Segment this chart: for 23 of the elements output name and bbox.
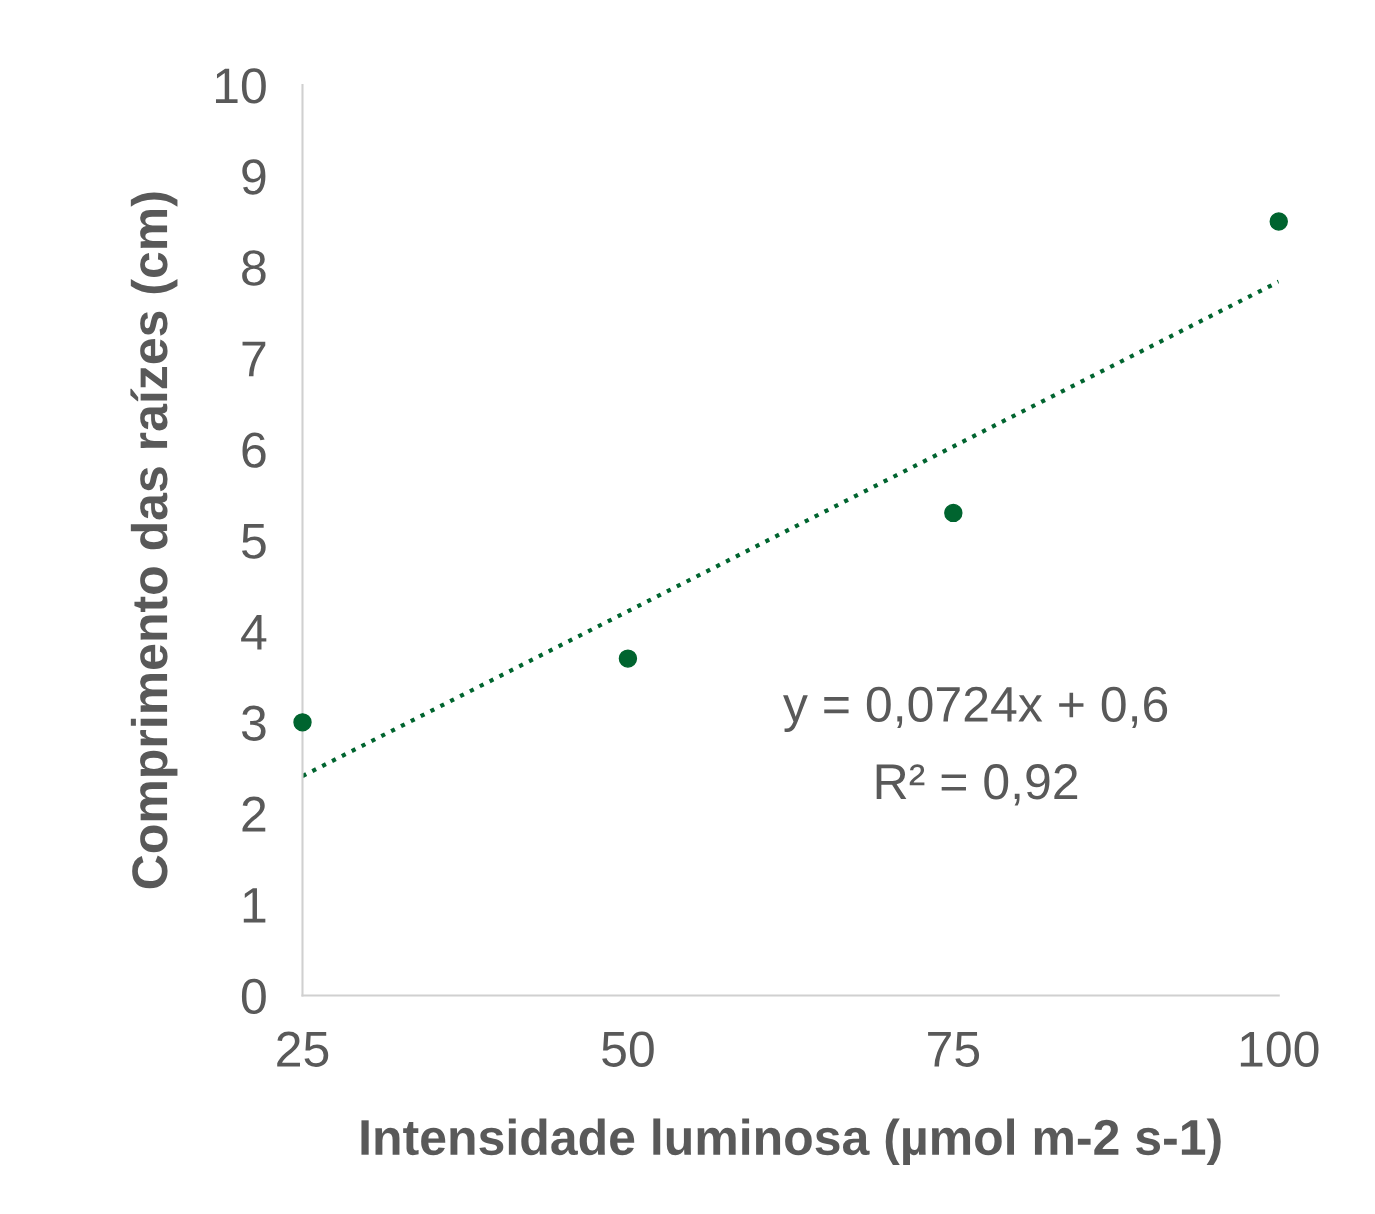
y-tick-label: 2 xyxy=(242,796,266,832)
y-tick-label: 5 xyxy=(241,523,266,559)
annotation: R² = 0,92 xyxy=(876,764,1078,806)
y-axis-title: Comprimento das raízes (cm) xyxy=(130,192,178,889)
y-tick-label: 4 xyxy=(241,615,267,650)
point xyxy=(293,713,312,732)
x-axis-title: Intensidade luminosa (µmol m-2 s-1) xyxy=(361,1118,1221,1166)
x-tick-label: 100 xyxy=(1240,1031,1319,1067)
point xyxy=(944,503,963,523)
point xyxy=(1269,212,1288,231)
y-tick-label: 3 xyxy=(241,705,266,741)
y-tick-label: 6 xyxy=(242,432,266,468)
y-tick-label: 7 xyxy=(242,341,266,377)
x-tick-label: 50 xyxy=(602,1031,654,1067)
y-tick-label: 1 xyxy=(243,888,266,923)
annotation: y = 0,0724x + 0,6 xyxy=(783,686,1168,732)
point xyxy=(618,649,638,668)
y-tick-label: 0 xyxy=(241,978,266,1015)
x-tick-label: 75 xyxy=(928,1032,980,1067)
y-tick-label: 9 xyxy=(242,159,266,195)
y-tick-label: 8 xyxy=(242,250,266,286)
x-tick-label: 25 xyxy=(277,1031,329,1067)
y-tick-label: 10 xyxy=(215,68,266,104)
